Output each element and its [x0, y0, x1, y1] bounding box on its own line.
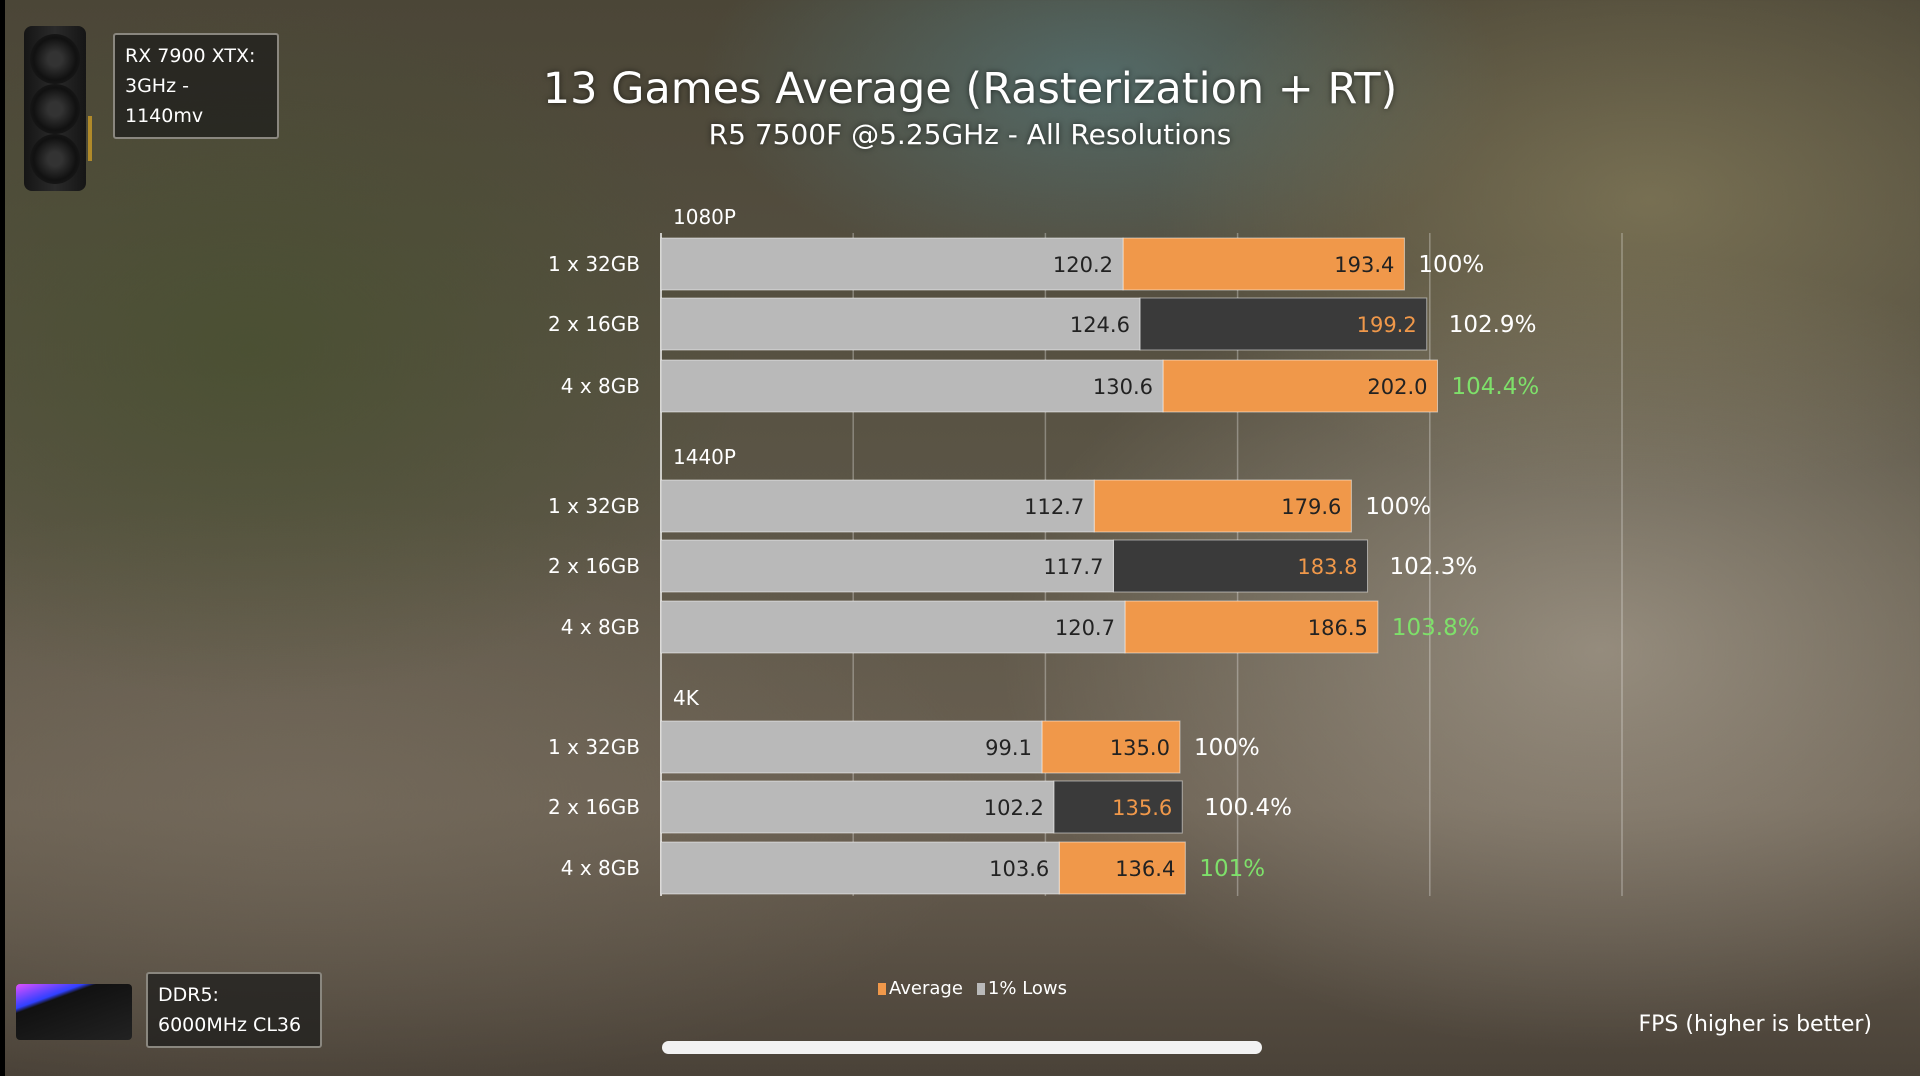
ram-settings: 6000MHz CL36 [158, 1014, 302, 1036]
lows-value-label: 99.1 [985, 736, 1032, 760]
row-label: 2 x 16GB [548, 312, 640, 336]
ram-type: DDR5: [158, 984, 219, 1006]
row-label: 1 x 32GB [548, 735, 640, 759]
relative-percent-label: 100% [1418, 252, 1484, 278]
average-bar [1122, 237, 1405, 291]
average-bar [1093, 479, 1352, 533]
relative-percent-label: 100% [1365, 494, 1431, 520]
fan-icon [30, 34, 80, 84]
gpu-image [24, 26, 92, 191]
lows-bar [660, 780, 1055, 834]
relative-percent-label: 100.4% [1204, 795, 1292, 821]
average-value-label: 193.4 [1334, 253, 1394, 277]
average-value-label: 135.0 [1110, 736, 1170, 760]
lows-bar [660, 359, 1164, 413]
lows-value-label: 102.2 [984, 796, 1044, 820]
row-label: 2 x 16GB [548, 554, 640, 578]
relative-percent-label: 101% [1199, 856, 1265, 882]
group-label: 4K [673, 686, 700, 710]
relative-percent-label: 104.4% [1451, 374, 1539, 400]
average-bar [1112, 539, 1369, 593]
lows-value-label: 103.6 [989, 857, 1049, 881]
lows-bar [660, 479, 1095, 533]
row-label: 1 x 32GB [548, 494, 640, 518]
average-value-label: 199.2 [1357, 313, 1417, 337]
row-label: 4 x 8GB [561, 374, 640, 398]
lows-value-label: 120.7 [1055, 616, 1115, 640]
fan-icon [30, 134, 80, 184]
lows-bar [660, 237, 1124, 291]
legend-lows: 1% Lows [976, 978, 1067, 999]
ram-info-box: DDR5: 6000MHz CL36 [146, 972, 322, 1048]
average-bar [1058, 841, 1186, 895]
ram-image [16, 984, 132, 1040]
average-bar [1124, 600, 1379, 654]
lows-value-label: 124.6 [1070, 313, 1130, 337]
row-label: 4 x 8GB [561, 615, 640, 639]
gpu-model: RX 7900 XTX: [125, 45, 256, 67]
lows-bar [660, 539, 1114, 593]
average-bar [1162, 359, 1438, 413]
chart-title: 13 Games Average (Rasterization + RT) [542, 64, 1398, 114]
chart-subtitle: R5 7500F @5.25GHz - All Resolutions [708, 118, 1232, 151]
average-value-label: 183.8 [1297, 555, 1357, 579]
relative-percent-label: 102.3% [1390, 554, 1478, 580]
relative-percent-label: 102.9% [1449, 312, 1537, 338]
row-label: 2 x 16GB [548, 795, 640, 819]
average-value-label: 135.6 [1112, 796, 1172, 820]
lows-value-label: 130.6 [1093, 375, 1153, 399]
fan-icon [30, 84, 80, 134]
group-label: 1440P [673, 445, 736, 469]
gpu-info-box: RX 7900 XTX: 3GHz - 1140mv [113, 33, 279, 139]
average-bar [1053, 780, 1183, 834]
lows-bar [660, 720, 1043, 774]
group-label: 1080P [673, 205, 736, 229]
average-bar [1041, 720, 1181, 774]
lows-bar [660, 841, 1060, 895]
average-value-label: 186.5 [1308, 616, 1368, 640]
average-value-label: 202.0 [1367, 375, 1427, 399]
legend-swatch-average [878, 983, 886, 995]
fps-note: FPS (higher is better) [1638, 1012, 1872, 1037]
left-edge [0, 0, 5, 1076]
relative-percent-label: 103.8% [1392, 615, 1480, 641]
gpu-settings: 3GHz - 1140mv [125, 75, 204, 127]
gpu-connector [88, 116, 92, 161]
lows-bar [660, 600, 1126, 654]
row-label: 4 x 8GB [561, 856, 640, 880]
average-bar [1139, 297, 1428, 351]
lows-value-label: 112.7 [1024, 495, 1084, 519]
legend-swatch-lows [976, 983, 985, 995]
row-label: 1 x 32GB [548, 252, 640, 276]
legend: Average 1% Lows [878, 978, 1067, 999]
lows-value-label: 120.2 [1053, 253, 1113, 277]
average-value-label: 136.4 [1115, 857, 1175, 881]
home-indicator[interactable] [662, 1041, 1262, 1054]
relative-percent-label: 100% [1194, 735, 1260, 761]
lows-bar [660, 297, 1141, 351]
lows-value-label: 117.7 [1043, 555, 1103, 579]
legend-average: Average [878, 978, 963, 999]
average-value-label: 179.6 [1281, 495, 1341, 519]
